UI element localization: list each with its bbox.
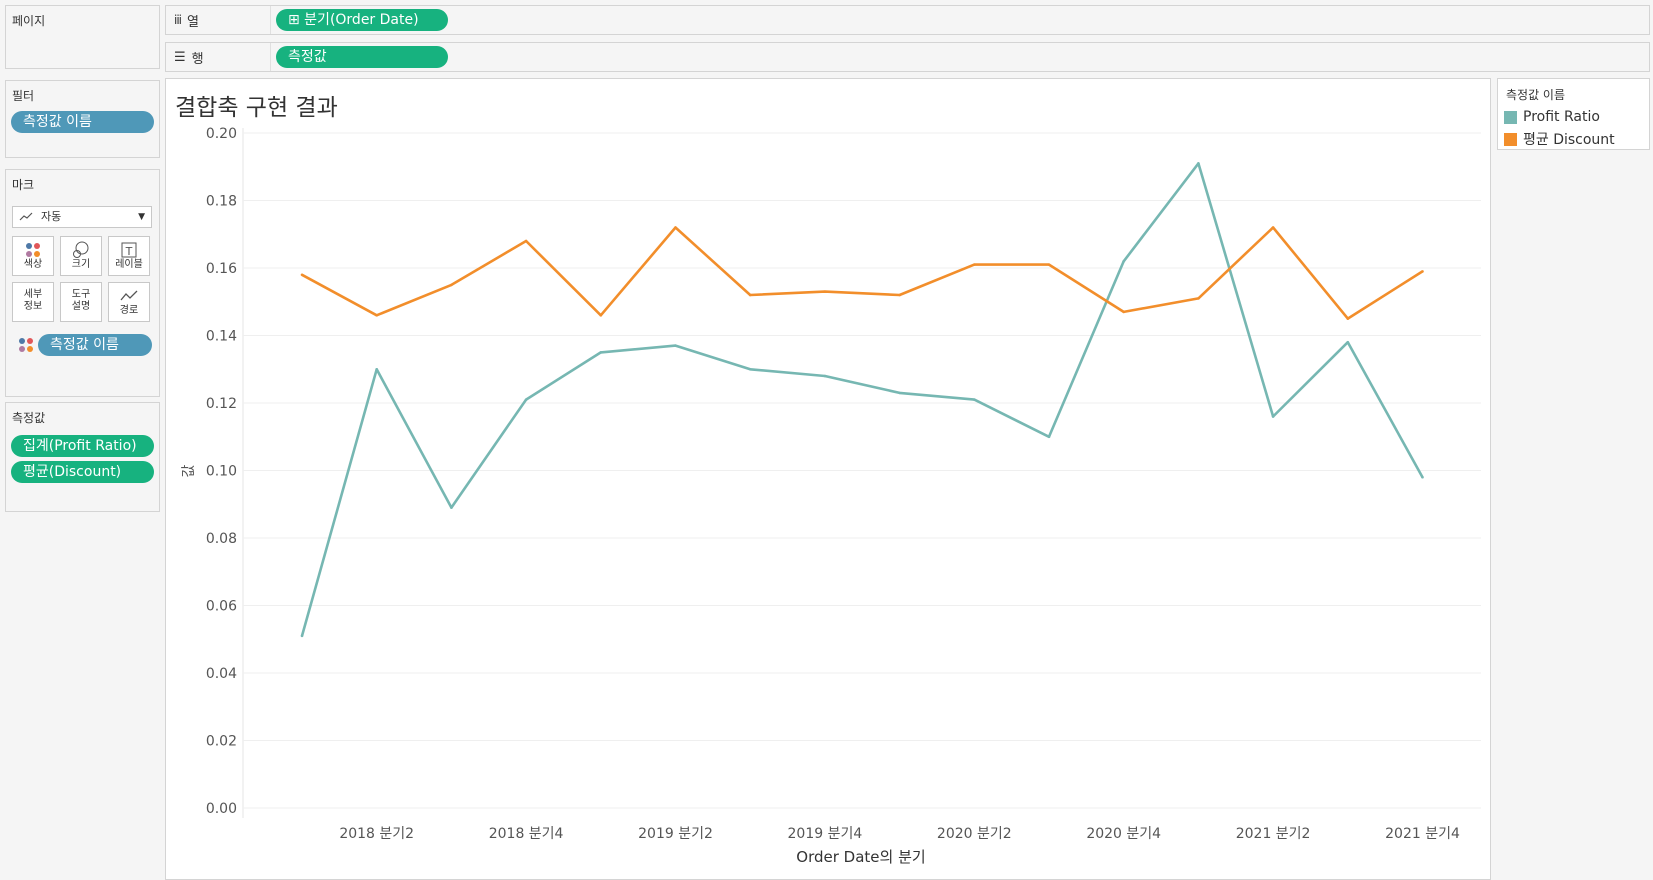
legend-swatch-orange <box>1504 132 1517 146</box>
measures-card: 측정값 집계(Profit Ratio) 평균(Discount) <box>5 402 160 512</box>
chart-view[interactable] <box>165 78 1491 880</box>
size-mark-label: 크기 <box>71 259 91 270</box>
pages-title: 페이지 <box>12 14 46 28</box>
marks-type-value: 자동 <box>41 210 62 223</box>
legend-label-discount: 평균 Discount <box>1523 132 1615 148</box>
detail-mark-label: 세부 정보 <box>23 289 43 312</box>
path-mark-label: 경로 <box>119 305 139 316</box>
rows-icon: ☰ <box>174 49 186 65</box>
detail-mark-button[interactable]: 세부 정보 <box>12 282 54 322</box>
size-mark-button[interactable]: 크기 <box>60 236 102 276</box>
columns-shelf[interactable]: iii 열 ⊞ 분기(Order Date) <box>165 5 1650 35</box>
rows-pill-measure-values[interactable]: 측정값 <box>276 46 448 68</box>
label-mark-button[interactable]: T 레이블 <box>108 236 150 276</box>
color-encoding-icon <box>18 337 34 357</box>
marks-color-pill[interactable]: 측정값 이름 <box>38 334 152 356</box>
pages-card[interactable]: 페이지 <box>5 5 160 69</box>
shelf-divider <box>270 43 271 71</box>
rows-shelf-label: ☰ 행 <box>174 49 204 67</box>
filters-title: 필터 <box>12 89 35 103</box>
rows-shelf[interactable]: ☰ 행 측정값 <box>165 42 1650 72</box>
color-palette-icon <box>13 241 53 259</box>
legend-item-profit-ratio[interactable]: Profit Ratio <box>1504 109 1600 125</box>
color-mark-button[interactable]: 색상 <box>12 236 54 276</box>
filters-card[interactable]: 필터 측정값 이름 <box>5 80 160 158</box>
legend-swatch-teal <box>1504 110 1517 124</box>
size-icon <box>61 241 101 259</box>
label-mark-label: 레이블 <box>115 259 143 270</box>
measure-pill-discount[interactable]: 평균(Discount) <box>11 461 154 483</box>
columns-pill-quarter-order-date[interactable]: ⊞ 분기(Order Date) <box>276 9 448 31</box>
path-icon <box>109 287 149 305</box>
chevron-down-icon: ▼ <box>138 212 145 222</box>
marks-card: 마크 자동 ▼ 색상 크기 T 레이블 세부 정보 도구 설명 경로 <box>5 169 160 397</box>
legend-item-discount[interactable]: 평균 Discount <box>1504 129 1615 149</box>
tooltip-mark-label: 도구 설명 <box>71 289 91 312</box>
legend-title: 측정값 이름 <box>1506 88 1566 102</box>
tooltip-mark-button[interactable]: 도구 설명 <box>60 282 102 322</box>
filter-pill-measure-names[interactable]: 측정값 이름 <box>11 111 154 133</box>
line-mark-icon <box>19 207 33 234</box>
color-mark-label: 색상 <box>23 259 43 270</box>
marks-type-dropdown[interactable]: 자동 ▼ <box>12 206 152 228</box>
chart-title: 결합축 구현 결과 <box>175 95 338 121</box>
measure-pill-profit-ratio[interactable]: 집계(Profit Ratio) <box>11 435 154 457</box>
shelf-divider <box>270 6 271 34</box>
text-label-icon: T <box>109 241 149 259</box>
legend: 측정값 이름 Profit Ratio 평균 Discount <box>1497 78 1650 150</box>
marks-title: 마크 <box>12 178 35 192</box>
legend-label-profit-ratio: Profit Ratio <box>1523 109 1600 125</box>
svg-text:T: T <box>125 245 133 258</box>
measures-title: 측정값 <box>12 411 46 425</box>
path-mark-button[interactable]: 경로 <box>108 282 150 322</box>
columns-shelf-label: iii 열 <box>174 13 199 30</box>
columns-icon: iii <box>174 13 182 27</box>
